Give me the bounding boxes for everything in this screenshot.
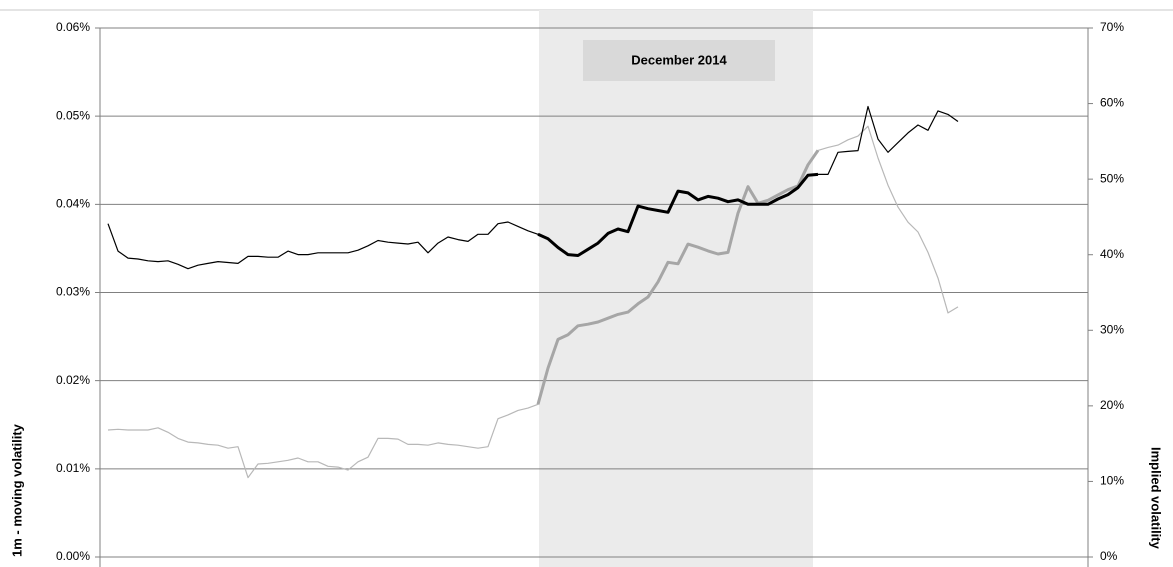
y2-tick-label: 60% xyxy=(1100,96,1124,110)
line-highlight xyxy=(536,149,820,405)
y2-tick-label: 40% xyxy=(1100,247,1124,261)
y-axis-label: 1m - moving volatility xyxy=(9,423,24,557)
highlight-band xyxy=(539,10,813,567)
line xyxy=(107,125,959,479)
line xyxy=(107,105,959,270)
y2-tick-label: 70% xyxy=(1100,20,1124,34)
y-tick-label: 0.00% xyxy=(56,549,90,563)
y-tick-label: 0.04% xyxy=(56,197,90,211)
y-tick-label: 0.01% xyxy=(56,461,90,475)
y2-tick-label: 30% xyxy=(1100,322,1124,336)
annotation: December 2014 xyxy=(631,52,727,67)
y2-tick-label: 50% xyxy=(1100,171,1124,185)
y2-tick-label: 10% xyxy=(1100,474,1124,488)
line-highlight xyxy=(537,172,819,257)
y-tick-label: 0.02% xyxy=(56,373,90,387)
y2-tick-label: 0% xyxy=(1100,549,1118,563)
y-tick-label: 0.03% xyxy=(56,285,90,299)
y-tick-label: 0.05% xyxy=(56,108,90,122)
y-tick-label: 0.06% xyxy=(56,20,90,34)
y2-tick-label: 20% xyxy=(1100,398,1124,412)
annotation-box xyxy=(583,40,775,81)
y2-axis-label: Implied volatility xyxy=(1149,447,1164,550)
